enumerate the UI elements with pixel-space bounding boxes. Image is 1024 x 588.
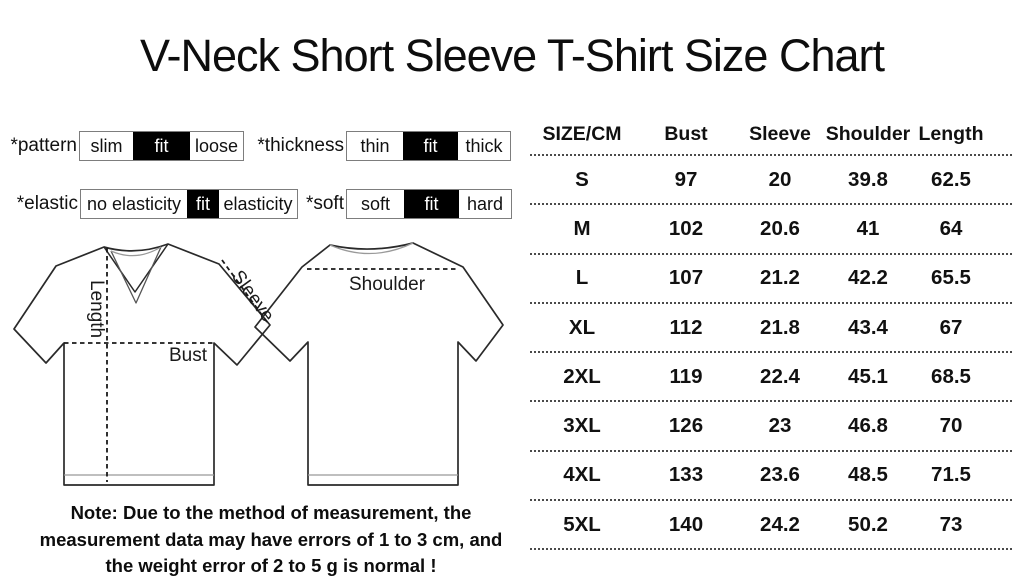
attribute-thickness-option-thick: thick bbox=[465, 135, 503, 156]
attribute-pattern-option-slim: slim bbox=[90, 135, 123, 156]
bust-value: 112 bbox=[669, 315, 703, 339]
length-value: 67 bbox=[939, 315, 963, 339]
length-value: 68.5 bbox=[931, 364, 971, 388]
sleeve-value: 24.2 bbox=[760, 512, 800, 536]
table-row-4xl: 4XL 133 23.6 48.5 71.5 bbox=[530, 452, 1012, 502]
size-value: 4XL bbox=[563, 463, 601, 487]
length-value: 65.5 bbox=[931, 266, 971, 290]
attribute-elastic-option-none: no elasticity bbox=[86, 193, 182, 214]
header-sleeve: Sleeve bbox=[749, 123, 811, 145]
size-value: XL bbox=[568, 315, 596, 339]
header-size: SIZE/CM bbox=[542, 123, 622, 145]
table-row-m: M 102 20.6 41 64 bbox=[530, 205, 1012, 255]
sleeve-value: 23.6 bbox=[760, 463, 800, 487]
attribute-elastic-label: *elastic bbox=[16, 193, 78, 214]
table-row-2xl: 2XL 119 22.4 45.1 68.5 bbox=[530, 353, 1012, 403]
header-bust: Bust bbox=[664, 123, 708, 145]
attribute-elastic: *elastic no elasticity fit elasticity bbox=[8, 189, 298, 219]
attribute-soft-label: *soft bbox=[305, 193, 344, 214]
attribute-soft-option-hard: hard bbox=[466, 193, 504, 214]
sleeve-value: 21.2 bbox=[760, 266, 800, 290]
attribute-thickness-label: *thickness bbox=[257, 135, 344, 156]
sleeve-value: 23 bbox=[768, 414, 792, 438]
sleeve-value: 20 bbox=[768, 167, 792, 191]
bust-label: Bust bbox=[169, 345, 208, 366]
size-value: S bbox=[575, 167, 589, 191]
attribute-elastic-option-fit: fit bbox=[187, 190, 219, 218]
attribute-soft-option-soft: soft bbox=[360, 193, 390, 214]
header-shoulder: Shoulder bbox=[825, 123, 911, 145]
attribute-pattern: *pattern slim fit loose bbox=[8, 131, 244, 161]
bust-value: 140 bbox=[668, 512, 704, 536]
bust-value: 126 bbox=[668, 414, 704, 438]
note-text: Note: Due to the method of measurement, … bbox=[32, 500, 510, 580]
shoulder-value: 39.8 bbox=[848, 167, 888, 191]
page-title: V-Neck Short Sleeve T-Shirt Size Chart bbox=[140, 30, 885, 81]
length-value: 62.5 bbox=[931, 167, 971, 191]
note-line-2: measurement data may have errors of 1 to… bbox=[39, 528, 503, 550]
attribute-soft-option-fit: fit bbox=[404, 190, 459, 218]
table-row-l: L 107 21.2 42.2 65.5 bbox=[530, 255, 1012, 304]
attribute-pattern-option-fit: fit bbox=[133, 132, 190, 160]
attribute-pattern-option-loose: loose bbox=[194, 135, 239, 156]
bust-value: 97 bbox=[674, 167, 698, 191]
attribute-soft-scale: soft fit hard bbox=[346, 189, 512, 219]
attribute-elastic-option-elasticity: elasticity bbox=[223, 193, 293, 214]
back-collar-seam bbox=[329, 242, 414, 255]
table-row-xl: XL 112 21.8 43.4 67 bbox=[530, 304, 1012, 354]
length-value: 73 bbox=[939, 512, 963, 536]
length-value: 70 bbox=[939, 414, 963, 438]
size-value: 5XL bbox=[563, 512, 601, 536]
size-value: L bbox=[575, 266, 589, 290]
length-value: 64 bbox=[939, 216, 963, 240]
shoulder-label: Shoulder bbox=[349, 274, 426, 295]
size-value: 2XL bbox=[563, 364, 601, 388]
front-shirt-fill bbox=[14, 244, 270, 485]
size-value: M bbox=[573, 216, 591, 240]
table-row-3xl: 3XL 126 23 46.8 70 bbox=[530, 402, 1012, 452]
header-length: Length bbox=[918, 123, 984, 145]
attribute-thickness-option-fit: fit bbox=[403, 132, 458, 160]
attribute-pattern-label: *pattern bbox=[10, 135, 77, 156]
shoulder-value: 41 bbox=[856, 216, 880, 240]
attribute-thickness-scale: thin fit thick bbox=[346, 131, 511, 161]
attribute-elastic-scale: no elasticity fit elasticity bbox=[80, 189, 298, 219]
shoulder-value: 45.1 bbox=[848, 364, 888, 388]
attribute-soft: *soft soft fit hard bbox=[302, 189, 512, 219]
length-label: Length bbox=[86, 280, 107, 338]
front-vneck-outer bbox=[103, 243, 169, 293]
back-shirt-outline bbox=[254, 242, 504, 486]
table-row-s: S 97 20 39.8 62.5 bbox=[530, 156, 1012, 206]
bust-value: 133 bbox=[668, 463, 704, 487]
attribute-thickness-option-thin: thin bbox=[360, 135, 390, 156]
bust-value: 102 bbox=[668, 216, 704, 240]
shoulder-value: 48.5 bbox=[848, 463, 888, 487]
size-table-header-row: SIZE/CM Bust Sleeve Shoulder Length bbox=[530, 115, 1012, 156]
bust-value: 107 bbox=[668, 266, 704, 290]
attribute-thickness: *thickness thin fit thick bbox=[252, 131, 511, 161]
note-line-1: Note: Due to the method of measurement, … bbox=[70, 502, 472, 523]
note-line-3: the weight error of 2 to 5 g is normal ! bbox=[105, 555, 437, 576]
shoulder-value: 42.2 bbox=[848, 266, 888, 290]
sleeve-value: 20.6 bbox=[760, 216, 800, 240]
sleeve-value: 21.8 bbox=[760, 315, 800, 339]
front-collar-seam bbox=[110, 246, 162, 257]
front-vneck-inner bbox=[110, 246, 162, 304]
attribute-pattern-scale: slim fit loose bbox=[79, 131, 244, 161]
table-row-5xl: 5XL 140 24.2 50.2 73 bbox=[530, 501, 1012, 551]
back-shirt-fill bbox=[255, 243, 503, 485]
sleeve-value: 22.4 bbox=[760, 364, 800, 388]
bust-value: 119 bbox=[669, 364, 703, 388]
length-value: 71.5 bbox=[931, 463, 971, 487]
shoulder-value: 46.8 bbox=[848, 414, 888, 438]
size-table: SIZE/CM Bust Sleeve Shoulder Length S 97… bbox=[530, 115, 1012, 551]
tshirt-measurement-diagram: Length Bust Sleeve Shoulder bbox=[13, 242, 504, 486]
shoulder-value: 43.4 bbox=[848, 315, 888, 339]
shoulder-value: 50.2 bbox=[848, 512, 888, 536]
size-value: 3XL bbox=[563, 414, 601, 438]
